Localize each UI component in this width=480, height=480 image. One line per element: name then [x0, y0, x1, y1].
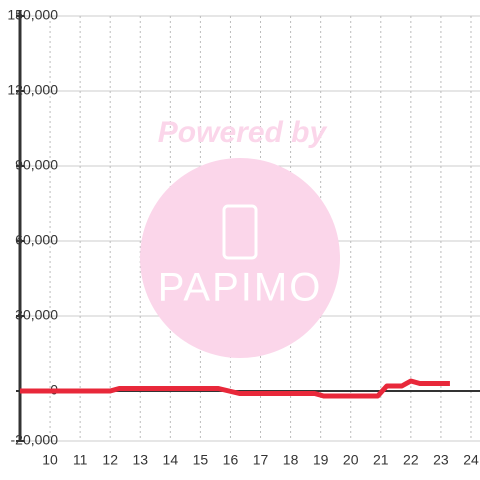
y-tick-label: -20,000 — [11, 432, 59, 448]
y-tick-label: 90,000 — [15, 157, 58, 173]
y-tick-label: 30,000 — [15, 307, 58, 323]
y-tick-label: 120,000 — [7, 82, 58, 98]
logo-phone — [222, 204, 258, 260]
watermark: Powered by — [158, 116, 328, 149]
x-tick-label: 16 — [223, 452, 239, 468]
x-tick-label: 21 — [373, 452, 389, 468]
x-tick-label: 15 — [193, 452, 209, 468]
logo-text: PAPIMO — [158, 266, 323, 310]
x-tick-label: 22 — [403, 452, 419, 468]
x-tick-label: 18 — [283, 452, 299, 468]
series-line — [20, 378, 450, 399]
x-tick-label: 14 — [163, 452, 179, 468]
y-tick-label: 150,000 — [7, 7, 58, 23]
x-tick-label: 11 — [73, 452, 88, 468]
x-tick-label: 24 — [463, 452, 479, 468]
x-tick-label: 12 — [102, 452, 118, 468]
x-tick-label: 13 — [132, 452, 148, 468]
x-tick-label: 10 — [42, 452, 58, 468]
x-tick-label: 20 — [343, 452, 359, 468]
x-tick-label: 23 — [433, 452, 449, 468]
x-tick-label: 19 — [313, 452, 329, 468]
x-tick-label: 17 — [253, 452, 269, 468]
y-tick-label: 60,000 — [15, 232, 58, 248]
